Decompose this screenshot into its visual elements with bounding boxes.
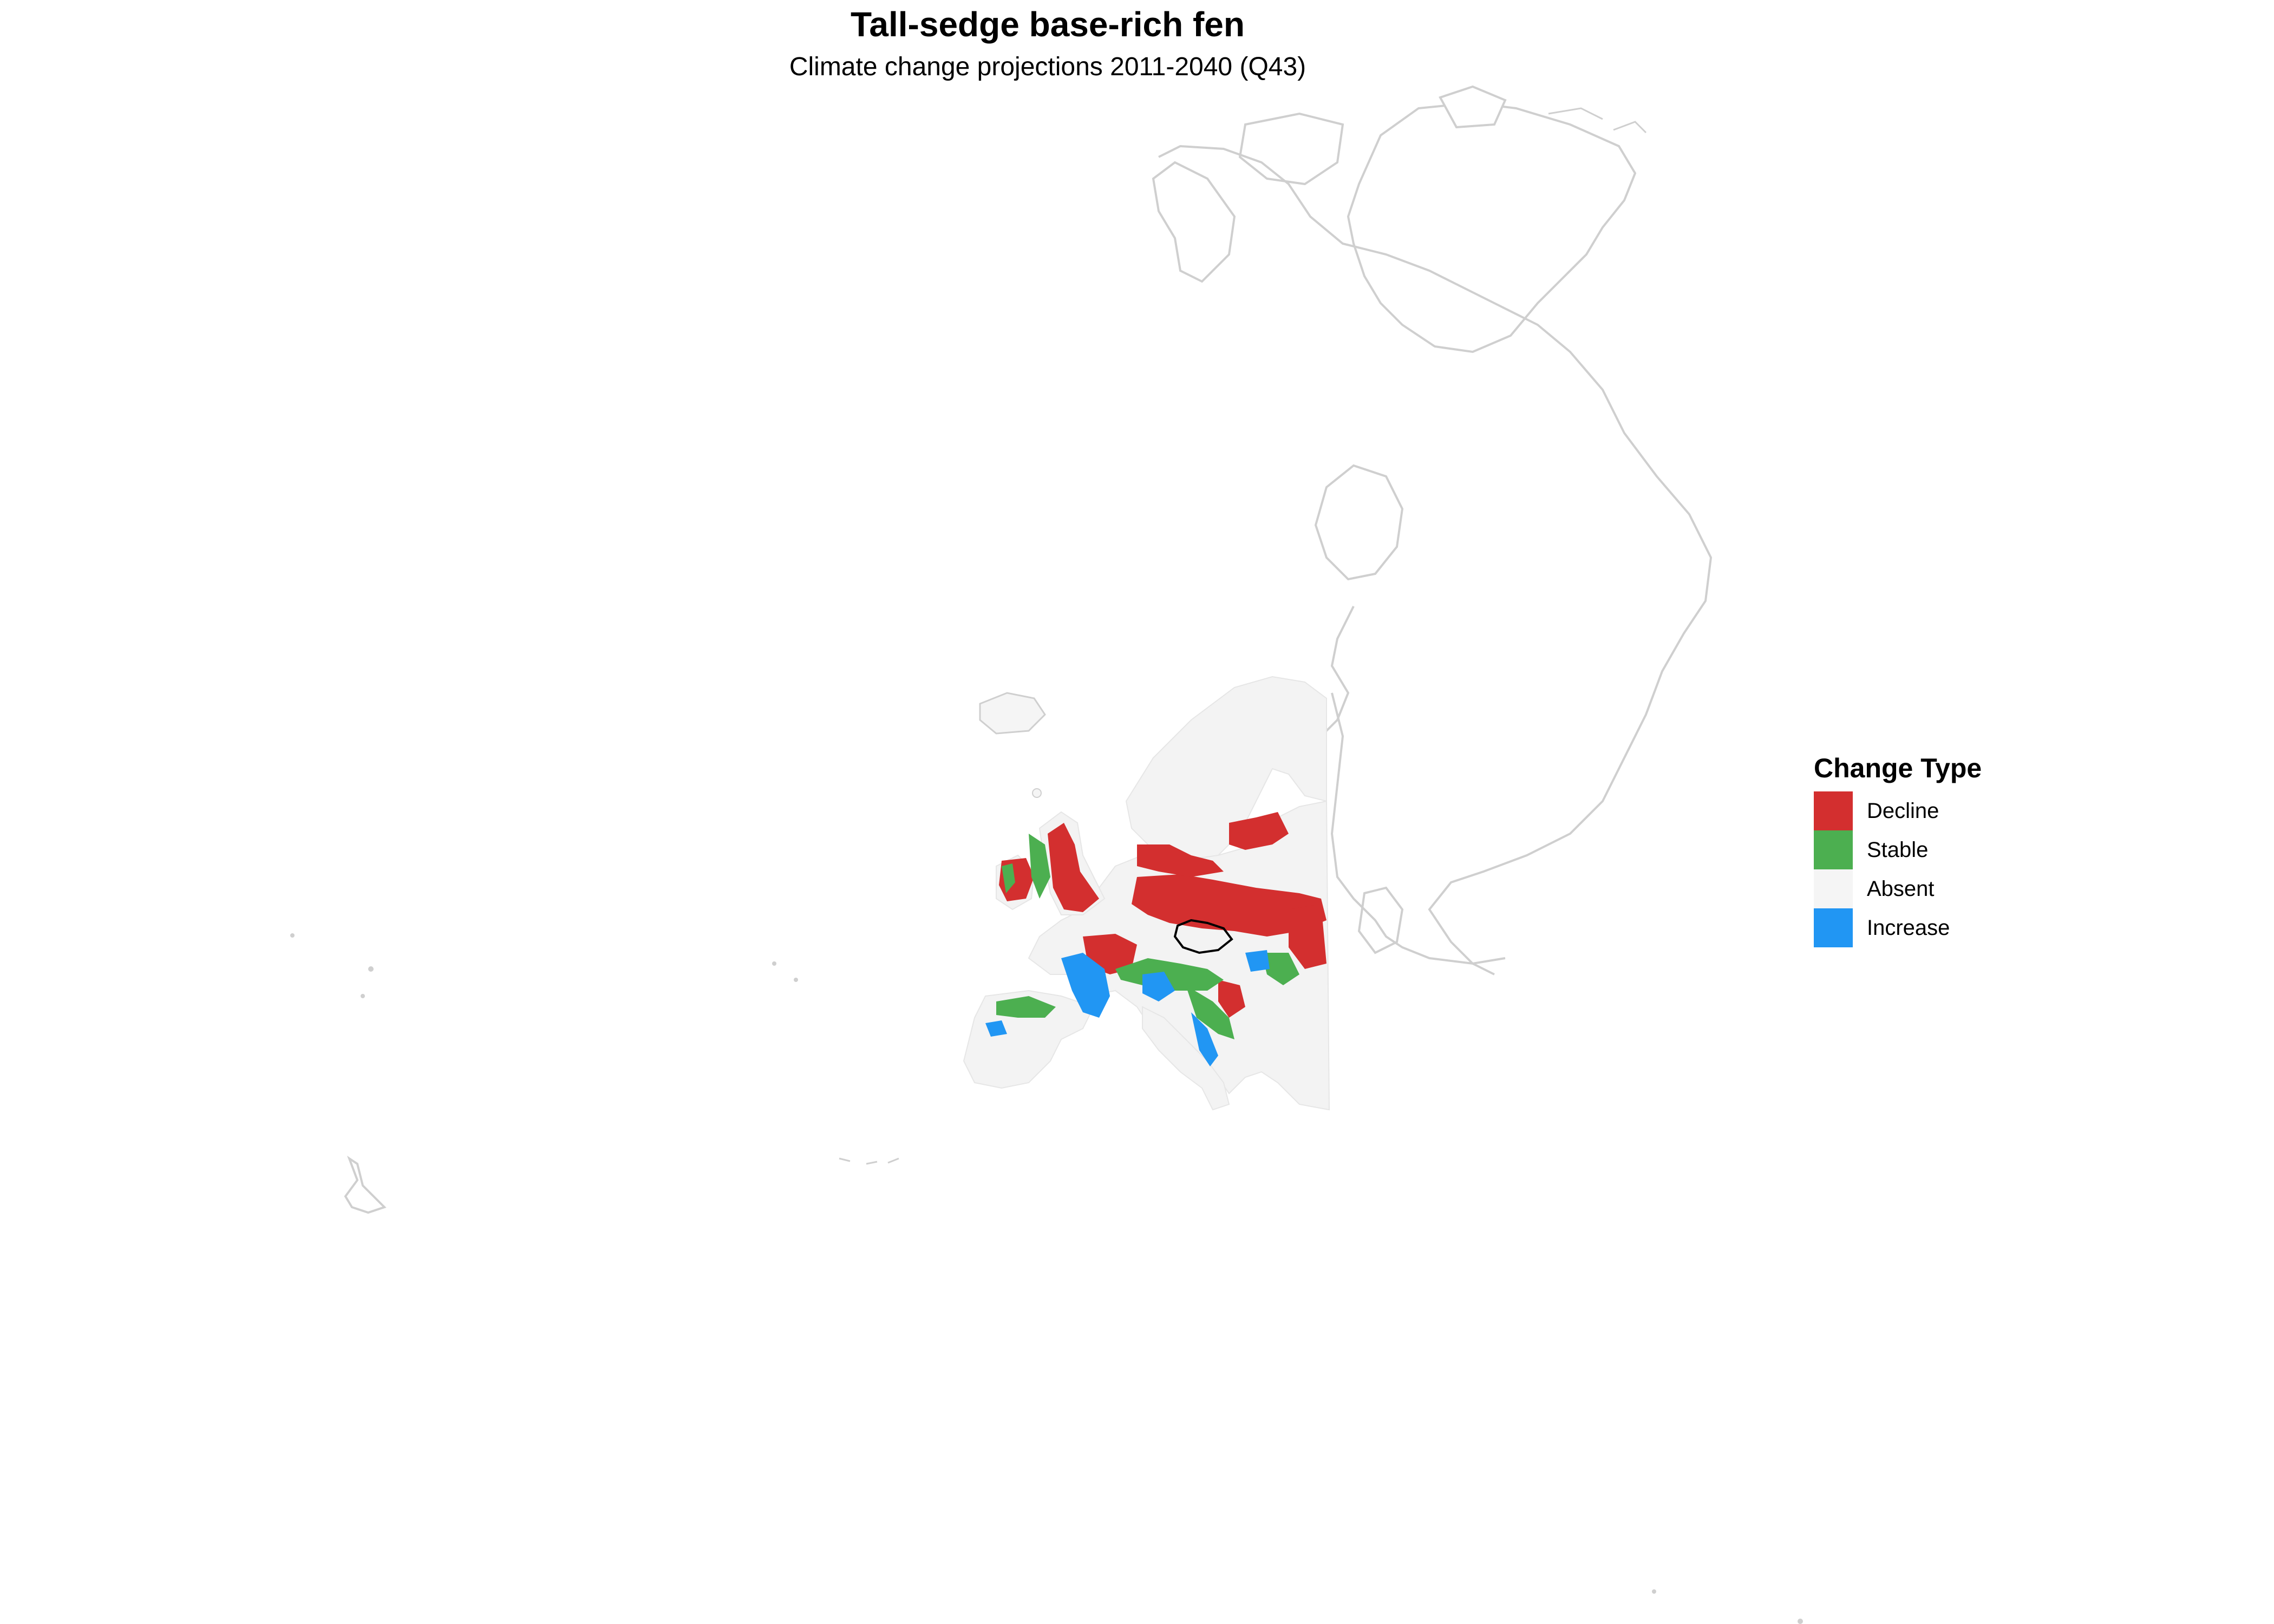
ellesmere-outline — [1238, 112, 1344, 186]
novaya-zemlya-outline — [1152, 161, 1236, 283]
atlantic-island — [772, 961, 776, 966]
increase-regions — [985, 950, 1270, 1066]
legend-label-increase: Increase — [1867, 915, 1950, 940]
legend-item-increase: Increase — [1814, 908, 1982, 947]
atlantic-island — [290, 933, 295, 938]
island-dot — [1798, 1619, 1803, 1624]
map-title: Tall-sedge base-rich fen — [851, 5, 1245, 44]
legend-title: Change Type — [1814, 753, 1982, 783]
eastern-coastline-outline — [1330, 692, 1506, 965]
atlantic-island — [794, 978, 798, 982]
caspian-outline — [1357, 886, 1404, 954]
hudson-bay-outline — [1314, 464, 1404, 581]
legend: Change Type Decline Stable Absent Increa… — [1814, 752, 1982, 947]
legend-swatch-absent — [1814, 869, 1853, 908]
legend-label-absent: Absent — [1867, 876, 1935, 901]
legend-item-stable: Stable — [1814, 830, 1982, 869]
canary-islands-outline — [839, 1157, 899, 1165]
italy-landmass — [1142, 1006, 1230, 1111]
legend-swatch-stable — [1814, 830, 1853, 869]
decline-regions — [999, 812, 1327, 1018]
map-subtitle: Climate change projections 2011-2040 (Q4… — [789, 53, 1306, 81]
legend-label-stable: Stable — [1867, 837, 1929, 862]
atlantic-island — [368, 966, 374, 972]
iceland-outline — [979, 692, 1046, 735]
svalbard-outline — [1439, 85, 1507, 129]
legend-item-absent: Absent — [1814, 869, 1982, 908]
greenland-outline — [1347, 101, 1637, 353]
north-america-arctic-outline — [1158, 145, 1713, 975]
southwest-island-outline — [344, 1155, 387, 1214]
legend-label-decline: Decline — [1867, 798, 1939, 823]
faroe-islands — [1032, 788, 1042, 798]
atlantic-island — [361, 994, 365, 998]
legend-swatch-increase — [1814, 908, 1853, 947]
arctic-islands-outline — [1548, 107, 1647, 134]
legend-swatch-decline — [1814, 791, 1853, 830]
island-dot — [1652, 1589, 1656, 1594]
legend-item-decline: Decline — [1814, 791, 1982, 830]
highlighted-country-border — [1173, 919, 1233, 954]
